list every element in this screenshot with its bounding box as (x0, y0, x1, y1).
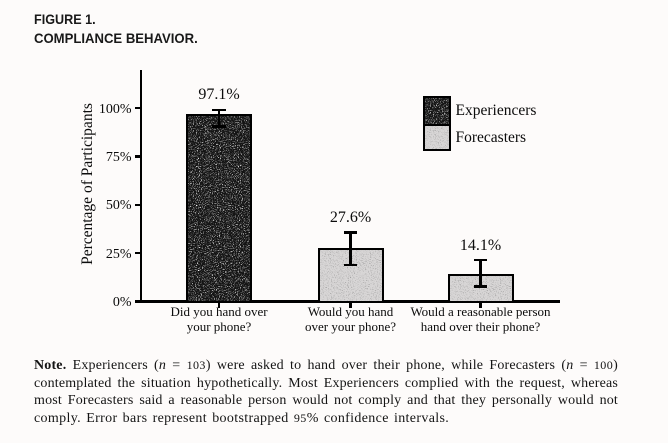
legend-label: Experiencers (455, 102, 537, 119)
x-tick (479, 302, 482, 308)
x-category-line: hand over their phone? (420, 318, 541, 334)
y-tick (134, 252, 140, 255)
figure-label: FIGURE 1. (34, 10, 96, 27)
error-bar-cap-bottom (343, 263, 358, 267)
note-bold: Note. (34, 358, 67, 373)
error-bar-cap-top (212, 108, 226, 112)
legend-swatch-light (422, 124, 451, 151)
note-text: % confidence intervals. (306, 410, 450, 426)
figure-title: COMPLIANCE BEHAVIOR. (34, 29, 198, 46)
y-tick (134, 107, 140, 110)
x-category-line: Would a reasonable person (410, 304, 551, 319)
note-text: = (573, 358, 594, 373)
note-text: = (166, 358, 187, 373)
bar-1 (186, 113, 252, 303)
x-category-line: over your phone? (305, 318, 396, 334)
note-text: Experiencers ( (66, 358, 159, 373)
y-tick (134, 155, 140, 158)
legend-entry-light: Forecasters (422, 124, 527, 151)
note-line-4: comply. Error bars represent bootstrappe… (34, 410, 618, 428)
note-italic: n (566, 358, 574, 373)
note-text: contemplated the situation hypotheticall… (34, 375, 618, 391)
note-text: 103 (186, 358, 206, 372)
error-bar-stem (217, 109, 221, 127)
note-text: 95 (293, 410, 307, 425)
note-text: ) were asked to hand over their phone, w… (205, 358, 567, 373)
error-bar-cap-top (343, 231, 358, 234)
figure-note: Note. Experiencers (n = 103) were asked … (34, 357, 618, 427)
legend-entry-dark: Experiencers (422, 96, 537, 126)
x-category-line: Did you hand over (170, 304, 268, 319)
error-bar-cap-bottom (212, 125, 226, 128)
note-text: most Forecasters said a reasonable perso… (34, 393, 618, 408)
x-category-line: Would you hand (307, 304, 394, 319)
error-bar-cap-top (473, 259, 488, 262)
note-text: comply. Error bars represent bootstrappe… (34, 410, 294, 426)
y-tick-label: 50% (105, 198, 132, 214)
x-category-label: Would you hand over your phone? (305, 304, 396, 335)
speckle-texture (424, 126, 449, 149)
error-bar-cap-bottom (473, 285, 488, 288)
legend-swatch-dark (422, 96, 451, 126)
y-axis-line (139, 70, 143, 303)
y-tick-label: 0% (112, 295, 132, 310)
note-text: 100 (593, 358, 614, 372)
speckle-texture (424, 98, 449, 124)
note-italic: n (158, 358, 167, 373)
x-category-label: Would a reasonable person hand over their… (410, 304, 551, 335)
y-tick-label: 100% (98, 101, 132, 117)
x-category-label: Did you hand over your phone? (170, 304, 268, 335)
y-tick-label: 25% (105, 246, 132, 262)
legend-label: Forecasters (455, 128, 527, 146)
bar-chart: Percentage of Participants 0% 25% 50% 75% 10… (79, 70, 560, 335)
error-bar-stem (479, 260, 482, 287)
note-text: ) (613, 358, 618, 373)
error-bar-stem (349, 232, 352, 265)
y-tick (134, 203, 140, 206)
note-line-1: Note. Experiencers (n = 103) were asked … (34, 357, 618, 375)
bar-value-label: 14.1% (459, 236, 502, 254)
bar-value-label: 27.6% (329, 209, 372, 227)
note-line-3: most Forecasters said a reasonable perso… (34, 392, 618, 410)
x-tick (217, 302, 221, 308)
x-category-line: your phone? (186, 318, 252, 334)
y-tick-label: 75% (105, 150, 132, 166)
speckle-texture (188, 115, 250, 301)
note-line-2: contemplated the situation hypotheticall… (34, 375, 618, 393)
x-tick (349, 302, 352, 308)
bar-value-label: 97.1% (198, 86, 240, 104)
